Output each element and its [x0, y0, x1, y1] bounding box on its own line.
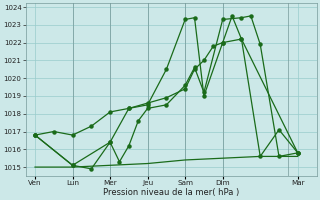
X-axis label: Pression niveau de la mer( hPa ): Pression niveau de la mer( hPa ): [103, 188, 239, 197]
